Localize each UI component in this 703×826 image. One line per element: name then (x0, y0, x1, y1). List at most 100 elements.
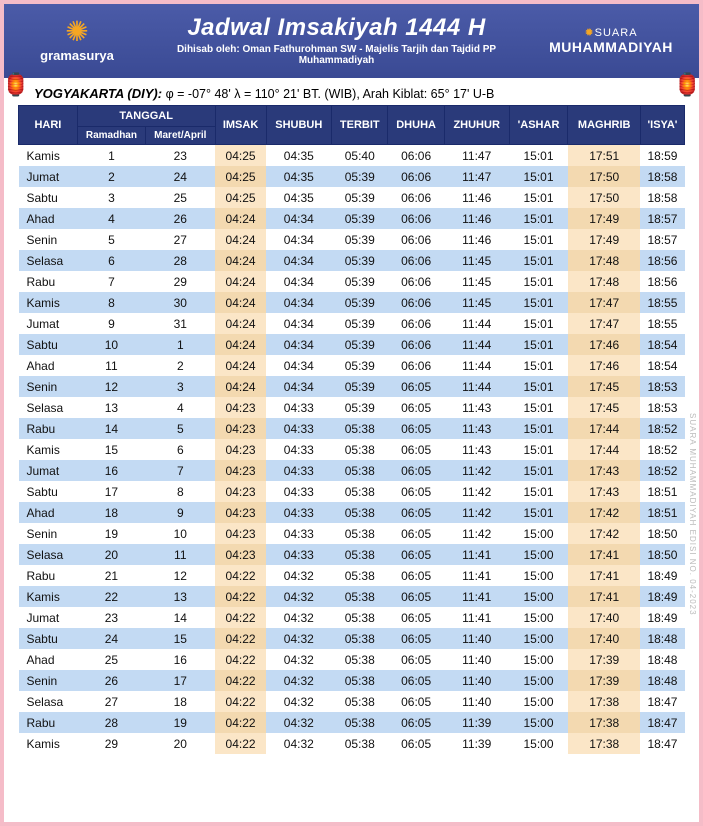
cell-imsak: 04:25 (215, 145, 266, 167)
cell-isya: 18:50 (640, 544, 684, 565)
cell-dhuha: 06:06 (388, 208, 444, 229)
table-row: Sabtu10104:2404:3405:3906:0611:4415:0117… (19, 334, 685, 355)
cell-terbit: 05:39 (332, 292, 388, 313)
cell-imsak: 04:22 (215, 670, 266, 691)
cell-shubuh: 04:33 (266, 397, 332, 418)
cell-dhuha: 06:05 (388, 670, 444, 691)
header-center: Jadwal Imsakiyah 1444 H Dihisab oleh: Om… (132, 14, 541, 66)
cell-maghrib: 17:39 (568, 649, 641, 670)
cell-imsak: 04:24 (215, 229, 266, 250)
cell-imsak: 04:22 (215, 712, 266, 733)
cell-ashar: 15:00 (509, 565, 568, 586)
cell-isya: 18:47 (640, 733, 684, 754)
cell-zhuhur: 11:41 (444, 544, 509, 565)
cell-terbit: 05:39 (332, 229, 388, 250)
cell-hari: Jumat (19, 166, 78, 187)
table-row: Sabtu17804:2304:3305:3806:0511:4215:0117… (19, 481, 685, 502)
cell-terbit: 05:38 (332, 439, 388, 460)
cell-maghrib: 17:47 (568, 292, 641, 313)
cell-isya: 18:56 (640, 250, 684, 271)
cell-isya: 18:52 (640, 460, 684, 481)
cell-isya: 18:57 (640, 208, 684, 229)
cell-terbit: 05:38 (332, 691, 388, 712)
cell-isya: 18:58 (640, 166, 684, 187)
cell-ashar: 15:01 (509, 166, 568, 187)
cell-dhuha: 06:05 (388, 544, 444, 565)
cell-imsak: 04:25 (215, 166, 266, 187)
cell-zhuhur: 11:43 (444, 439, 509, 460)
cell-shubuh: 04:32 (266, 691, 332, 712)
page-frame: ✺ gramasurya Jadwal Imsakiyah 1444 H Dih… (0, 0, 703, 826)
cell-hari: Selasa (19, 691, 78, 712)
cell-maret: 1 (146, 334, 216, 355)
cell-zhuhur: 11:43 (444, 418, 509, 439)
table-row: Ahad42604:2404:3405:3906:0611:4615:0117:… (19, 208, 685, 229)
cell-zhuhur: 11:42 (444, 481, 509, 502)
cell-ramadhan: 3 (77, 187, 145, 208)
cell-ramadhan: 27 (77, 691, 145, 712)
cell-zhuhur: 11:45 (444, 250, 509, 271)
cell-ashar: 15:01 (509, 292, 568, 313)
cell-zhuhur: 11:41 (444, 565, 509, 586)
cell-zhuhur: 11:40 (444, 628, 509, 649)
cell-shubuh: 04:32 (266, 712, 332, 733)
cell-zhuhur: 11:39 (444, 733, 509, 754)
table-row: Rabu281904:2204:3205:3806:0511:3915:0017… (19, 712, 685, 733)
cell-maret: 26 (146, 208, 216, 229)
cell-ashar: 15:01 (509, 250, 568, 271)
th-maghrib: MAGHRIB (568, 106, 641, 145)
th-ashar: 'ASHAR (509, 106, 568, 145)
cell-maret: 9 (146, 502, 216, 523)
cell-maghrib: 17:45 (568, 376, 641, 397)
cell-ashar: 15:00 (509, 670, 568, 691)
cell-zhuhur: 11:44 (444, 334, 509, 355)
cell-ramadhan: 9 (77, 313, 145, 334)
cell-imsak: 04:22 (215, 565, 266, 586)
cell-maghrib: 17:49 (568, 229, 641, 250)
cell-ashar: 15:01 (509, 187, 568, 208)
cell-isya: 18:53 (640, 397, 684, 418)
cell-maghrib: 17:41 (568, 565, 641, 586)
cell-imsak: 04:24 (215, 376, 266, 397)
cell-ashar: 15:00 (509, 649, 568, 670)
cell-dhuha: 06:05 (388, 418, 444, 439)
cell-ashar: 15:01 (509, 271, 568, 292)
cell-isya: 18:48 (640, 628, 684, 649)
cell-maret: 4 (146, 397, 216, 418)
table-row: Ahad251604:2204:3205:3806:0511:4015:0017… (19, 649, 685, 670)
cell-hari: Jumat (19, 313, 78, 334)
cell-hari: Kamis (19, 586, 78, 607)
cell-shubuh: 04:33 (266, 523, 332, 544)
cell-hari: Rabu (19, 418, 78, 439)
cell-imsak: 04:23 (215, 502, 266, 523)
cell-isya: 18:51 (640, 481, 684, 502)
cell-shubuh: 04:33 (266, 418, 332, 439)
cell-terbit: 05:40 (332, 145, 388, 167)
cell-terbit: 05:39 (332, 376, 388, 397)
cell-ramadhan: 24 (77, 628, 145, 649)
cell-hari: Ahad (19, 208, 78, 229)
cell-shubuh: 04:32 (266, 733, 332, 754)
cell-maghrib: 17:45 (568, 397, 641, 418)
cell-terbit: 05:39 (332, 313, 388, 334)
cell-isya: 18:47 (640, 712, 684, 733)
cell-isya: 18:48 (640, 670, 684, 691)
cell-isya: 18:48 (640, 649, 684, 670)
cell-maret: 31 (146, 313, 216, 334)
brand-bottom: MUHAMMADIYAH (541, 39, 681, 55)
cell-isya: 18:52 (640, 418, 684, 439)
cell-shubuh: 04:34 (266, 292, 332, 313)
logo-left: ✺ gramasurya (22, 18, 132, 63)
location-line: YOGYAKARTA (DIY): φ = -07° 48' λ = 110° … (4, 78, 699, 105)
cell-ramadhan: 21 (77, 565, 145, 586)
cell-maret: 25 (146, 187, 216, 208)
cell-hari: Rabu (19, 565, 78, 586)
cell-ramadhan: 8 (77, 292, 145, 313)
location-city: YOGYAKARTA (DIY): (34, 86, 162, 101)
cell-imsak: 04:23 (215, 481, 266, 502)
cell-maghrib: 17:44 (568, 418, 641, 439)
cell-ramadhan: 4 (77, 208, 145, 229)
gramasurya-icon: ✺ (65, 18, 88, 46)
cell-maret: 28 (146, 250, 216, 271)
cell-shubuh: 04:34 (266, 208, 332, 229)
